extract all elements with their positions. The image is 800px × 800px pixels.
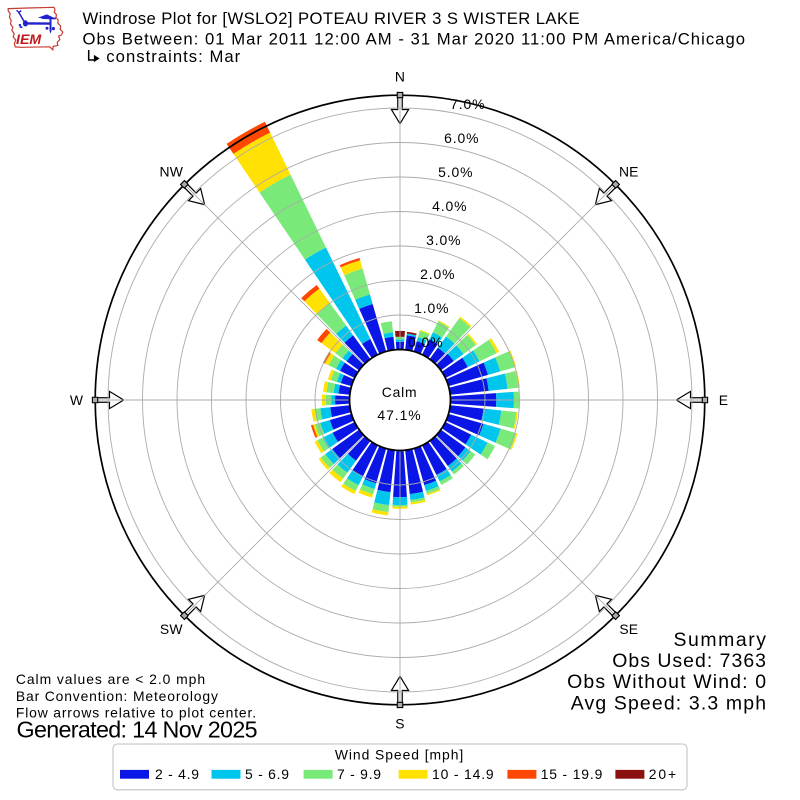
svg-text:6.0%: 6.0% <box>444 130 479 146</box>
svg-text:Generated: 14 Nov 2025: Generated: 14 Nov 2025 <box>17 717 257 743</box>
svg-text:7 - 9.9: 7 - 9.9 <box>337 766 382 782</box>
svg-text:Obs Between: 01 Mar 2011 12:00: Obs Between: 01 Mar 2011 12:00 AM - 31 M… <box>83 29 747 48</box>
svg-text:Wind Speed [mph]: Wind Speed [mph] <box>335 746 464 762</box>
svg-text:5.0%: 5.0% <box>438 164 473 180</box>
svg-text:Obs Without Wind: 0: Obs Without Wind: 0 <box>567 671 767 693</box>
svg-text:W: W <box>70 392 84 408</box>
svg-text:Bar Convention: Meteorology: Bar Convention: Meteorology <box>16 688 219 704</box>
svg-text:2 - 4.9: 2 - 4.9 <box>155 766 200 782</box>
svg-text:IEM: IEM <box>16 32 42 48</box>
svg-text:2.0%: 2.0% <box>420 266 455 282</box>
svg-text:Calm: Calm <box>382 384 418 400</box>
svg-text:NE: NE <box>619 163 639 179</box>
svg-text:5 - 6.9: 5 - 6.9 <box>245 766 290 782</box>
svg-text:47.1%: 47.1% <box>377 407 421 423</box>
svg-text:Obs Used: 7363: Obs Used: 7363 <box>612 650 767 672</box>
svg-text:S: S <box>395 716 404 732</box>
svg-text:N: N <box>395 69 405 85</box>
svg-text:NW: NW <box>160 163 184 179</box>
svg-text:0.0%: 0.0% <box>408 334 443 350</box>
svg-text:Windrose Plot for [WSLO2] POTE: Windrose Plot for [WSLO2] POTEAU RIVER 3… <box>83 9 581 28</box>
svg-text:15 - 19.9: 15 - 19.9 <box>541 766 603 782</box>
svg-text:SW: SW <box>160 621 183 637</box>
svg-text:E: E <box>719 392 728 408</box>
svg-text:Avg Speed: 3.3 mph: Avg Speed: 3.3 mph <box>571 692 767 714</box>
svg-text:7.0%: 7.0% <box>450 96 485 112</box>
svg-text:constraints: Mar: constraints: Mar <box>106 47 241 66</box>
svg-text:20+: 20+ <box>649 766 678 782</box>
svg-text:10 - 14.9: 10 - 14.9 <box>432 766 494 782</box>
svg-text:1.0%: 1.0% <box>414 300 449 316</box>
svg-text:Flow arrows relative to plot c: Flow arrows relative to plot center. <box>16 705 257 721</box>
svg-text:SE: SE <box>619 621 638 637</box>
svg-text:Summary: Summary <box>674 629 768 651</box>
svg-text:3.0%: 3.0% <box>426 232 461 248</box>
svg-text:4.0%: 4.0% <box>432 198 467 214</box>
svg-text:Calm values are < 2.0 mph: Calm values are < 2.0 mph <box>16 671 206 687</box>
